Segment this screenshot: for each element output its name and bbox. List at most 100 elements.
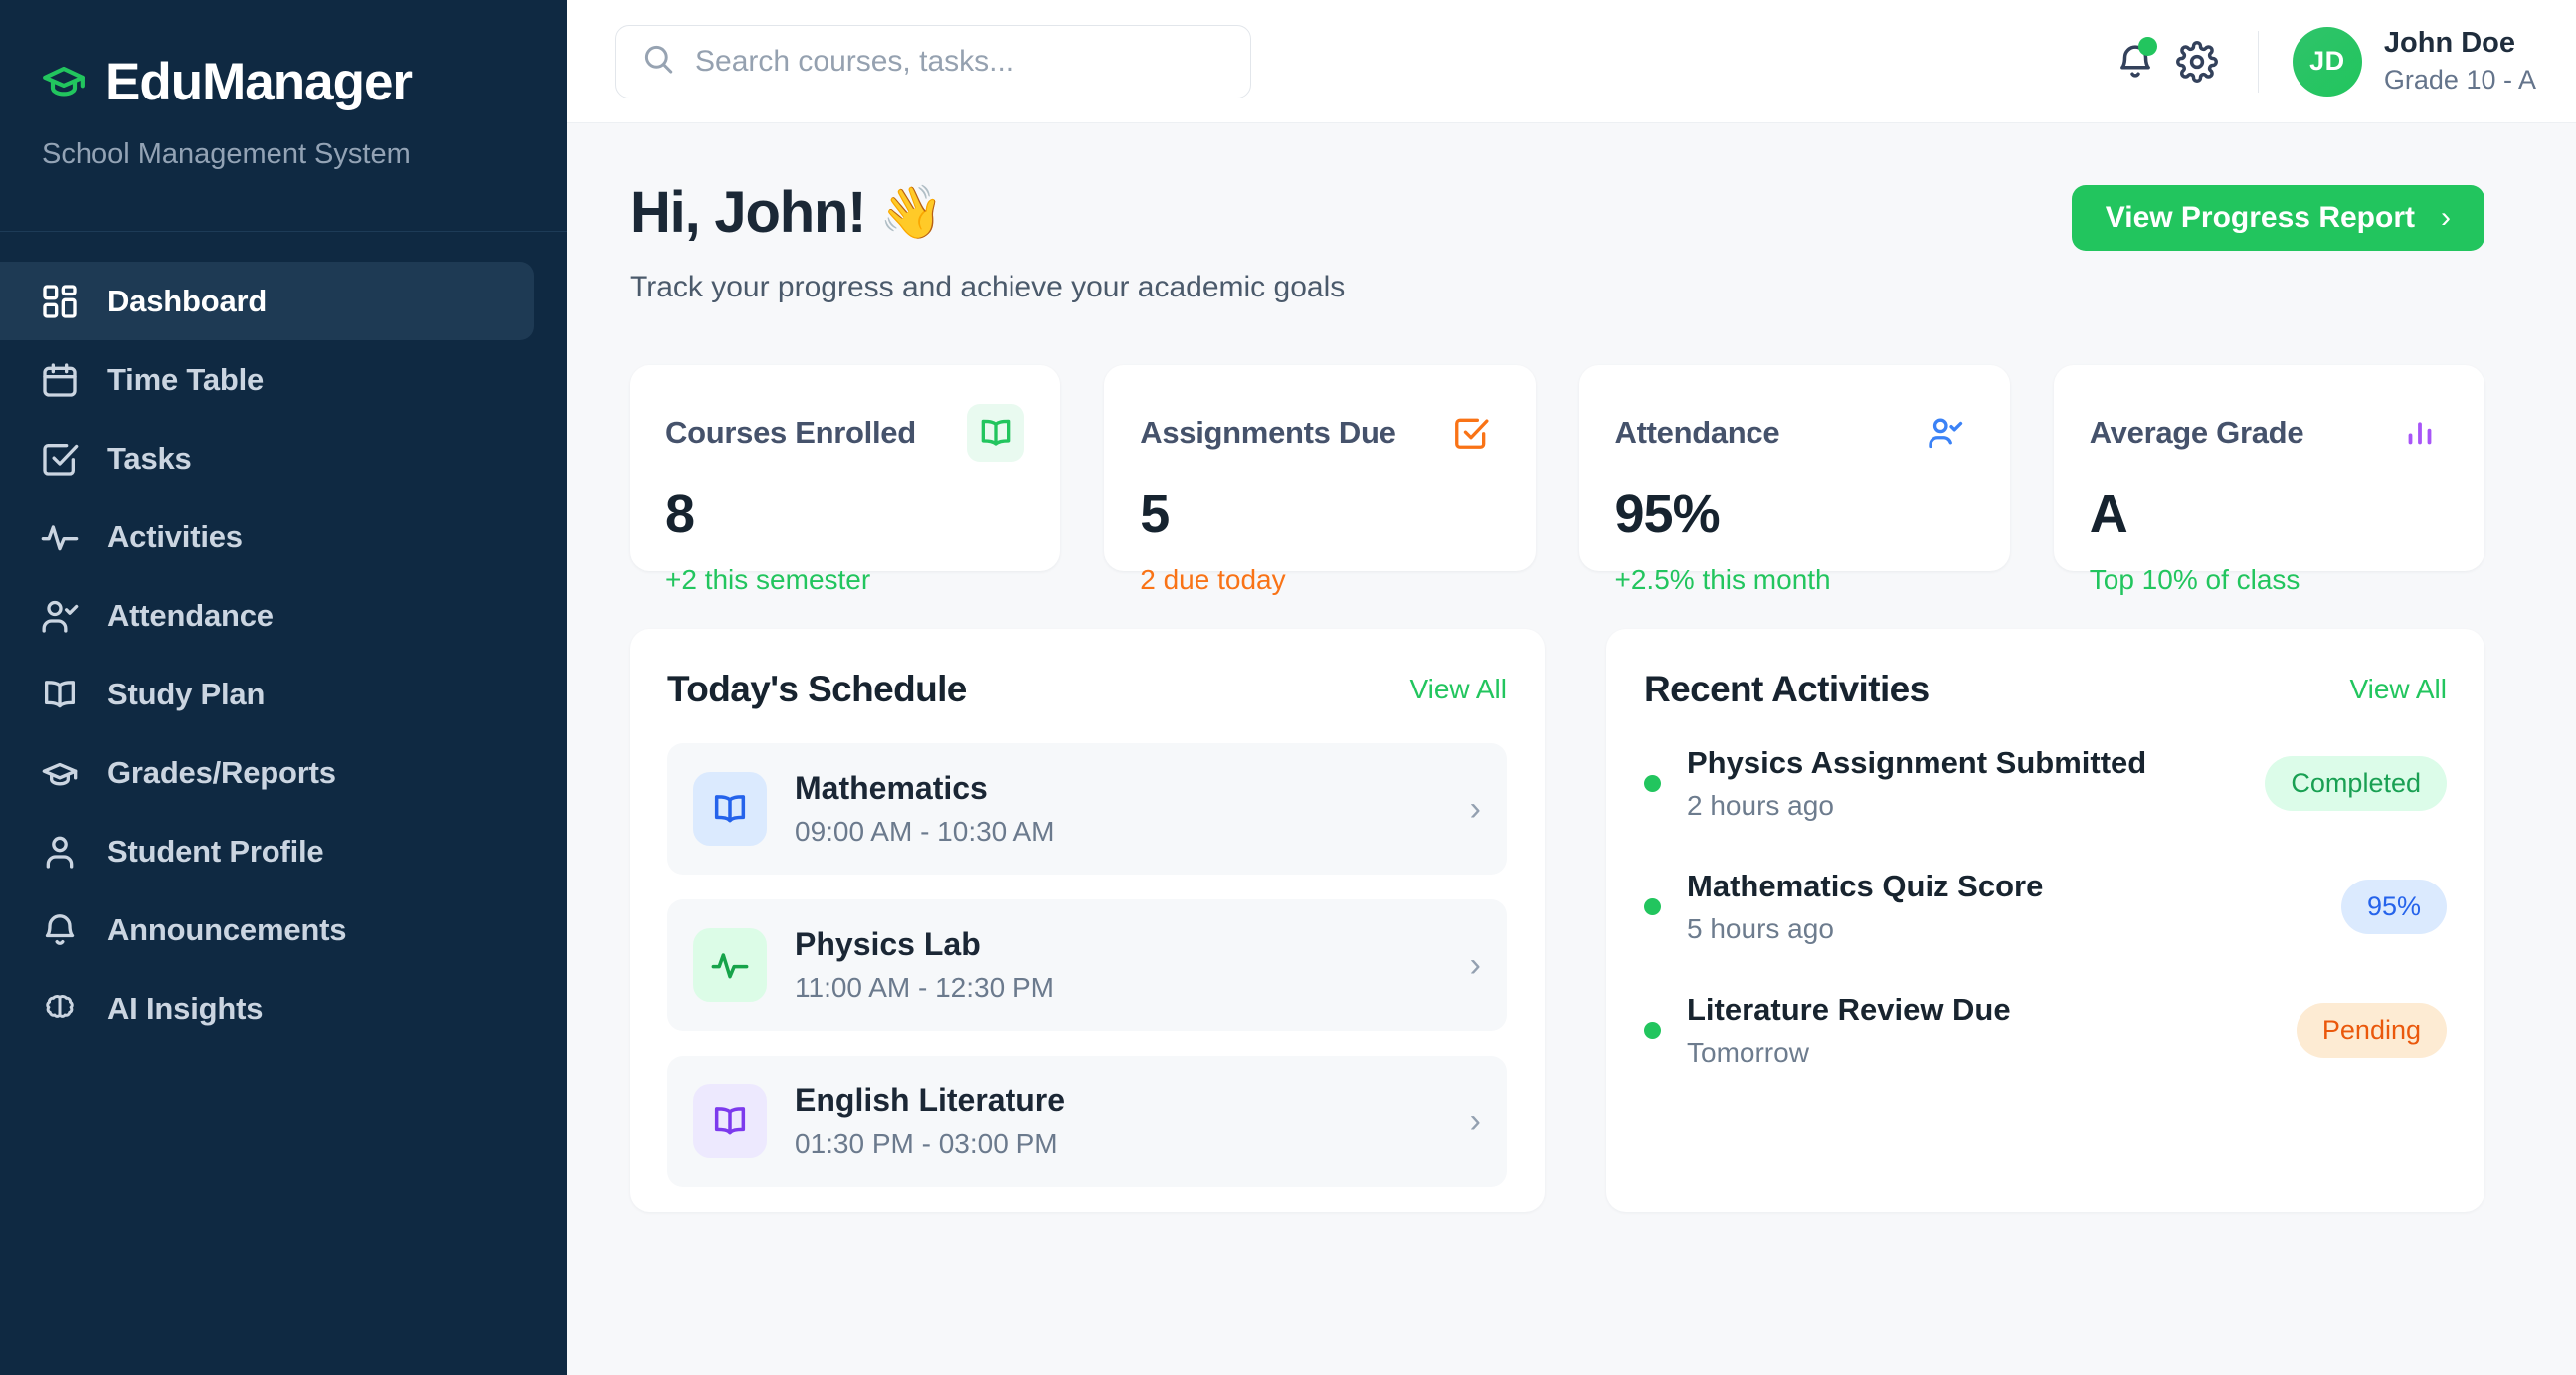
schedule-name: English Literature (795, 1082, 1066, 1118)
schedule-time: 01:30 PM - 03:00 PM (795, 1128, 1058, 1159)
activity-time: 2 hours ago (1687, 790, 1834, 821)
view-all-schedule-link[interactable]: View All (1409, 674, 1507, 704)
sidebar-divider (0, 231, 567, 232)
status-dot-icon (1644, 898, 1661, 915)
sidebar-item-label: AI Insights (107, 990, 264, 1026)
stat-cards: Courses Enrolled 8 +2 this semester (630, 365, 2484, 595)
schedule-list: Mathematics 09:00 AM - 10:30 AM › (667, 743, 1507, 1187)
activity-name: Physics Assignment Submitted (1687, 745, 2147, 780)
calendar-icon (40, 360, 80, 400)
brain-icon (40, 989, 80, 1029)
stat-card-attendance[interactable]: Attendance 95% +2.5% this month (1578, 365, 2010, 595)
main-area: Search courses, tasks... (567, 0, 2576, 1375)
status-badge: Completed (2265, 756, 2447, 811)
status-dot-icon (1644, 775, 1661, 792)
activity-name: Literature Review Due (1687, 992, 2011, 1027)
sidebar-item-label: Student Profile (107, 833, 324, 869)
status-badge: Pending (2296, 1003, 2447, 1058)
sidebar-item-label: Dashboard (107, 283, 268, 318)
status-dot-icon (1644, 1022, 1661, 1039)
view-progress-report-button[interactable]: View Progress Report › (2071, 185, 2484, 251)
bar-chart-icon (2391, 404, 2449, 462)
stat-delta: 2 due today (1140, 564, 1286, 595)
topbar: Search courses, tasks... (567, 0, 2576, 123)
sidebar-item-label: Attendance (107, 597, 274, 633)
greeting-text: Hi, John! (630, 180, 866, 245)
schedule-name: Mathematics (795, 770, 988, 806)
notifications-button[interactable] (2105, 31, 2166, 93)
page-header: Hi, John! 👋 Track your progress and achi… (630, 179, 2484, 304)
list-item[interactable]: Literature Review Due Tomorrow Pending (1644, 992, 2447, 1069)
list-item[interactable]: Mathematics 09:00 AM - 10:30 AM › (667, 743, 1507, 875)
waving-hand-icon: 👋 (879, 184, 944, 242)
settings-button[interactable] (2166, 31, 2228, 93)
book-open-icon (40, 675, 80, 714)
sidebar-item-time-table[interactable]: Time Table (0, 340, 534, 419)
grid-icon (40, 282, 80, 321)
user-check-icon (40, 596, 80, 636)
book-open-icon (967, 404, 1025, 462)
user-name: John Doe (2383, 27, 2516, 59)
activity-pulse-icon (40, 517, 80, 557)
activity-name: Mathematics Quiz Score (1687, 869, 2044, 903)
stat-card-assignments-due[interactable]: Assignments Due 5 2 due today (1104, 365, 1536, 595)
list-item[interactable]: English Literature 01:30 PM - 03:00 PM › (667, 1056, 1507, 1187)
stat-delta: +2.5% this month (1614, 564, 1831, 595)
panel-title: Today's Schedule (667, 669, 967, 709)
page-subtitle: Track your progress and achieve your aca… (630, 271, 1346, 303)
list-item[interactable]: Physics Assignment Submitted 2 hours ago… (1644, 745, 2447, 822)
sidebar-item-study-plan[interactable]: Study Plan (0, 655, 534, 733)
user-menu[interactable]: JD John Doe Grade 10 - A (2292, 26, 2536, 97)
chevron-right-icon: › (1469, 945, 1481, 984)
recent-activities-panel: Recent Activities View All Physics Assig… (1606, 629, 2484, 1212)
activity-pulse-icon (693, 928, 767, 1002)
sidebar-item-dashboard[interactable]: Dashboard (0, 262, 534, 340)
sidebar-item-label: Time Table (107, 361, 265, 397)
stat-label: Assignments Due (1140, 415, 1396, 450)
graduation-cap-icon (40, 753, 80, 793)
topbar-separator (2257, 30, 2259, 93)
check-square-icon (40, 439, 80, 479)
view-all-activities-link[interactable]: View All (2349, 674, 2447, 704)
check-square-icon (1442, 404, 1500, 462)
sidebar-item-student-profile[interactable]: Student Profile (0, 812, 534, 890)
cta-label: View Progress Report (2105, 201, 2415, 234)
sidebar-item-label: Tasks (107, 440, 192, 476)
chevron-right-icon: › (2441, 201, 2451, 234)
activity-time: Tomorrow (1687, 1037, 1809, 1068)
notification-dot (2137, 36, 2157, 56)
book-open-icon (693, 772, 767, 846)
stat-label: Courses Enrolled (665, 415, 916, 450)
brand-block: EduManager School Management System (0, 0, 567, 171)
stat-delta: Top 10% of class (2089, 564, 2300, 595)
sidebar-item-label: Activities (107, 518, 243, 554)
sidebar: EduManager School Management System Dash… (0, 0, 567, 1375)
sidebar-item-label: Announcements (107, 911, 347, 947)
sidebar-item-activities[interactable]: Activities (0, 497, 534, 576)
sidebar-item-tasks[interactable]: Tasks (0, 419, 534, 497)
schedule-name: Physics Lab (795, 926, 981, 962)
stat-value: 8 (665, 485, 695, 544)
bell-icon (40, 910, 80, 950)
search-input[interactable]: Search courses, tasks... (615, 24, 1251, 98)
stat-value: 95% (1614, 485, 1721, 544)
sidebar-item-ai-insights[interactable]: AI Insights (0, 969, 534, 1048)
page-title: Hi, John! 👋 (630, 179, 1345, 246)
sidebar-item-grades-reports[interactable]: Grades/Reports (0, 733, 534, 812)
user-role: Grade 10 - A (2383, 65, 2536, 95)
status-badge: 95% (2340, 880, 2447, 934)
chevron-right-icon: › (1469, 1101, 1481, 1140)
stat-value: A (2089, 485, 2128, 544)
dashboard-panels: Today's Schedule View All (630, 629, 2484, 1212)
stat-card-courses-enrolled[interactable]: Courses Enrolled 8 +2 this semester (630, 365, 1061, 595)
search-placeholder: Search courses, tasks... (695, 44, 1014, 78)
sidebar-item-announcements[interactable]: Announcements (0, 890, 534, 969)
topbar-actions: JD John Doe Grade 10 - A (2105, 26, 2536, 97)
stat-card-average-grade[interactable]: Average Grade A Top 10% of class (2053, 365, 2484, 595)
schedule-time: 09:00 AM - 10:30 AM (795, 816, 1055, 847)
list-item[interactable]: Physics Lab 11:00 AM - 12:30 PM › (667, 899, 1507, 1031)
sidebar-item-attendance[interactable]: Attendance (0, 576, 534, 655)
panel-title: Recent Activities (1644, 669, 1930, 709)
stat-value: 5 (1140, 485, 1170, 544)
list-item[interactable]: Mathematics Quiz Score 5 hours ago 95% (1644, 869, 2447, 945)
